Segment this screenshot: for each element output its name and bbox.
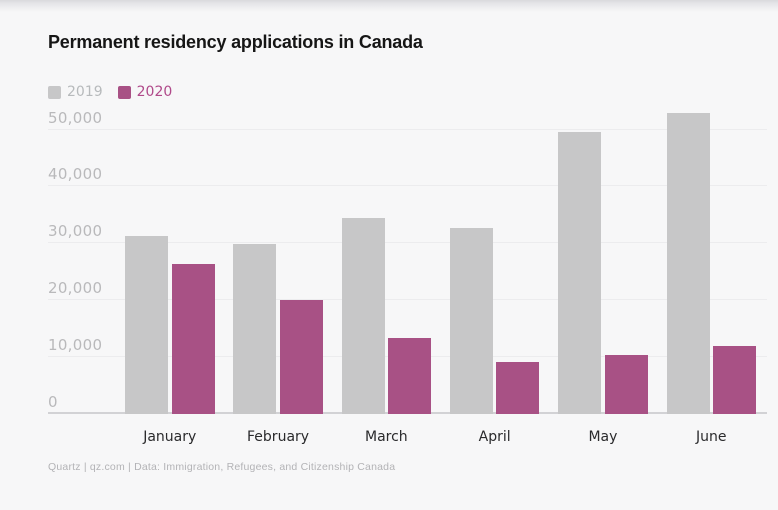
y-tick-label-40000: 40,000 bbox=[48, 165, 103, 184]
bar-2019-february bbox=[233, 244, 277, 414]
chart-legend: 2019 2020 bbox=[48, 84, 172, 100]
y-tick-label-0: 0 bbox=[48, 393, 58, 411]
gridline-40000 bbox=[48, 185, 767, 187]
month-label-february: February bbox=[247, 429, 310, 445]
gridline-30000 bbox=[48, 242, 767, 244]
legend-label-2020: 2020 bbox=[136, 84, 173, 100]
bar-2020-june bbox=[713, 346, 756, 414]
x-axis-labels: January February March April May June bbox=[48, 430, 767, 450]
legend-swatch-2019 bbox=[48, 85, 61, 99]
legend-item-2020: 2020 bbox=[117, 84, 173, 100]
y-tick-label-30000: 30,000 bbox=[48, 222, 103, 241]
y-tick-label-50000: 50,000 bbox=[48, 108, 103, 127]
month-label-march: March bbox=[365, 429, 408, 445]
chart-title: Permanent residency applications in Cana… bbox=[48, 32, 423, 52]
source-attribution: Quartz | qz.com | Data: Immigration, Ref… bbox=[48, 461, 396, 473]
bar-2019-january bbox=[125, 235, 168, 414]
plot-area: 0 10,000 20,000 30,000 40,000 50,000 bbox=[48, 100, 767, 414]
legend-label-2019: 2019 bbox=[67, 84, 103, 100]
bar-2019-april bbox=[449, 227, 493, 414]
month-label-may: May bbox=[588, 429, 618, 445]
legend-item-2019: 2019 bbox=[48, 84, 103, 100]
window-top-shadow bbox=[0, 0, 778, 12]
bar-2019-june bbox=[666, 113, 710, 414]
month-label-april: April bbox=[478, 429, 511, 445]
legend-swatch-2020 bbox=[117, 85, 131, 99]
y-tick-label-20000: 20,000 bbox=[48, 279, 103, 298]
bar-2019-march bbox=[341, 218, 385, 414]
bar-2019-may bbox=[558, 131, 602, 414]
y-tick-label-10000: 10,000 bbox=[48, 336, 103, 355]
bar-2020-may bbox=[604, 355, 648, 414]
bar-2020-april bbox=[496, 361, 540, 414]
bar-2020-february bbox=[279, 300, 323, 414]
month-label-june: June bbox=[696, 429, 727, 445]
month-label-january: January bbox=[143, 429, 197, 445]
bar-2020-march bbox=[388, 337, 432, 414]
bar-2020-january bbox=[171, 263, 215, 414]
gridline-50000 bbox=[48, 128, 767, 130]
gridline-20000 bbox=[48, 299, 767, 301]
